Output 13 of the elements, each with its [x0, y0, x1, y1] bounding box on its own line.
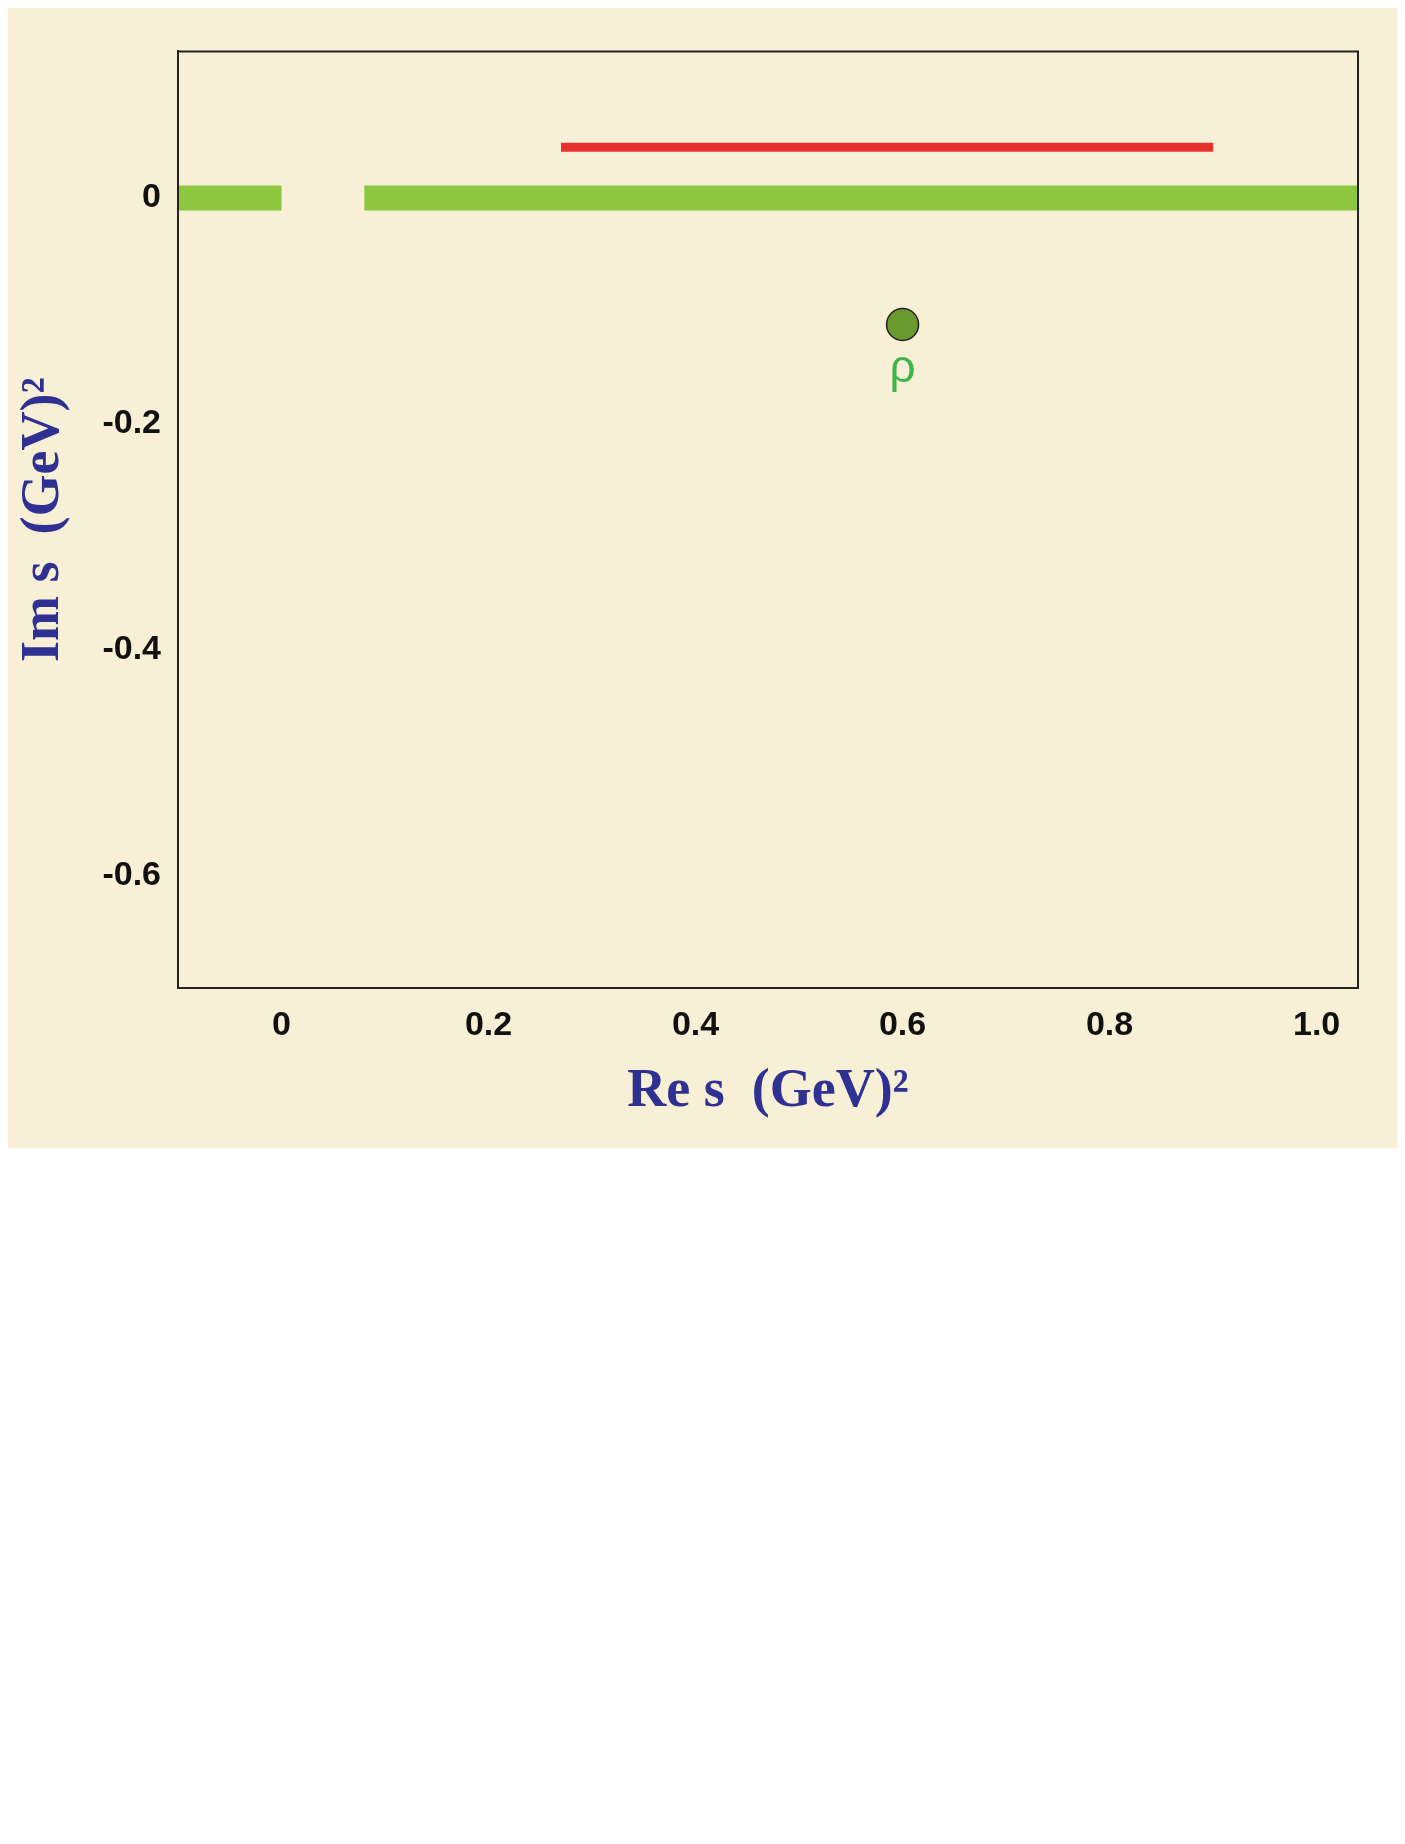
y-axis-title: Im s (GeV)² [10, 377, 71, 663]
x-tick-label: 0 [272, 1003, 291, 1042]
x-tick-label: 0.2 [464, 1003, 513, 1042]
x-tick-label: 0.4 [671, 1003, 720, 1042]
x-axis-title: Re s (GeV)² [627, 1057, 909, 1118]
y-tick-label: -0.4 [102, 627, 162, 666]
x-tick-label: 0.6 [878, 1003, 927, 1042]
annotation: ρ [889, 340, 916, 393]
y-tick-label: 0 [142, 176, 161, 215]
x-tick-label: 1.0 [1292, 1003, 1341, 1042]
x-tick-label: 0.8 [1085, 1003, 1134, 1042]
y-tick-label: -0.2 [102, 402, 161, 441]
y-tick-label: -0.6 [102, 853, 161, 892]
